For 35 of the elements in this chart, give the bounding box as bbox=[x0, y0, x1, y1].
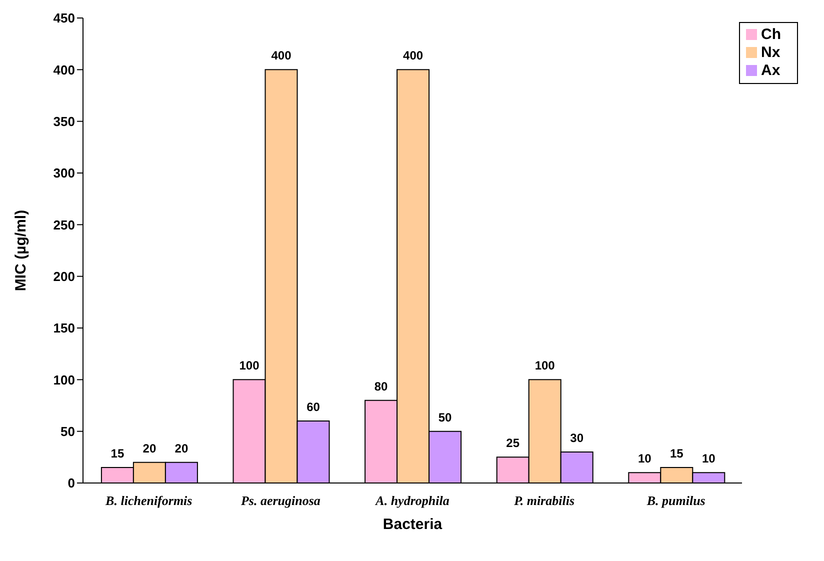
data-label: 100 bbox=[534, 358, 556, 373]
legend-label: Ch bbox=[761, 26, 781, 43]
y-tick-label: 400 bbox=[53, 62, 75, 78]
legend-label: Ax bbox=[761, 62, 780, 79]
x-tick-label: P. mirabilis bbox=[514, 493, 575, 508]
y-tick-label: 300 bbox=[53, 166, 75, 181]
y-tick-label: 250 bbox=[53, 217, 75, 232]
data-label: 400 bbox=[403, 48, 424, 63]
data-label: 15 bbox=[110, 446, 124, 460]
y-axis-title: MIC (µg/ml) bbox=[12, 210, 30, 292]
data-label: 400 bbox=[271, 48, 292, 63]
data-label: 10 bbox=[638, 452, 652, 466]
data-label: 60 bbox=[306, 400, 320, 414]
data-label: 100 bbox=[239, 358, 260, 373]
x-tick-label: B. pumilus bbox=[646, 493, 706, 508]
x-tick-label: A. hydrophila bbox=[374, 493, 450, 508]
data-label: 20 bbox=[174, 441, 188, 456]
data-label: 80 bbox=[374, 379, 388, 394]
y-tick-label: 350 bbox=[53, 114, 75, 129]
x-tick-label: B. licheniformis bbox=[104, 493, 192, 508]
y-tick-label: 450 bbox=[53, 10, 75, 26]
x-tick-label: Ps. aeruginosa bbox=[240, 493, 321, 508]
y-tick-label: 150 bbox=[53, 320, 75, 336]
data-label: 10 bbox=[702, 452, 716, 466]
data-label: 20 bbox=[142, 441, 156, 456]
legend-label: Nx bbox=[761, 44, 780, 61]
y-tick-label: 100 bbox=[53, 372, 75, 388]
x-axis-title: Bacteria bbox=[382, 516, 443, 533]
data-label: 50 bbox=[438, 410, 452, 424]
data-label: 25 bbox=[506, 436, 520, 450]
data-label: 15 bbox=[670, 446, 684, 460]
data-label: 30 bbox=[570, 431, 584, 445]
y-tick-label: 200 bbox=[53, 268, 75, 284]
y-tick-label: 0 bbox=[68, 476, 75, 491]
y-tick-label: 50 bbox=[60, 424, 75, 439]
